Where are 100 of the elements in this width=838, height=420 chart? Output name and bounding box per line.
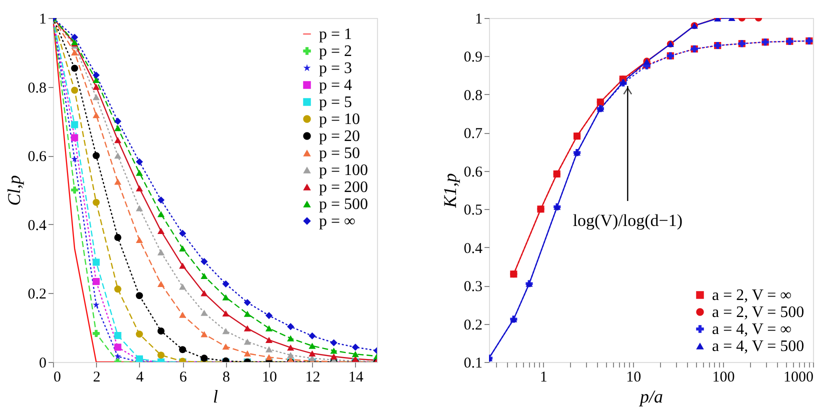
point bbox=[114, 344, 122, 351]
point bbox=[71, 86, 78, 94]
point bbox=[157, 196, 165, 204]
point bbox=[222, 343, 230, 350]
legend-label: p = 50 bbox=[319, 145, 360, 162]
point bbox=[222, 280, 230, 288]
point bbox=[244, 338, 251, 345]
point bbox=[157, 249, 165, 256]
annotation: log(V)/log(d−1) bbox=[572, 210, 683, 230]
point bbox=[92, 72, 100, 79]
point bbox=[71, 134, 78, 142]
x-tick-label: 14 bbox=[348, 370, 364, 386]
legend-label: p = 5 bbox=[319, 94, 352, 111]
y-tick-label: 0.2 bbox=[28, 286, 46, 303]
legend-label: p = 500 bbox=[319, 196, 368, 213]
point bbox=[287, 323, 294, 330]
point bbox=[114, 352, 122, 360]
legend-label: p = 4 bbox=[319, 77, 352, 94]
point bbox=[114, 332, 122, 340]
y-axis-title: Cl,p bbox=[4, 175, 24, 206]
x-tick-label: 8 bbox=[222, 370, 230, 386]
point bbox=[92, 301, 100, 308]
x-tick-label: 12 bbox=[305, 370, 320, 386]
y-tick-label: 0.6 bbox=[464, 164, 483, 180]
point bbox=[200, 290, 208, 296]
y-tick-label: 0.6 bbox=[28, 149, 47, 166]
point bbox=[71, 121, 78, 128]
point bbox=[179, 284, 186, 290]
point bbox=[287, 352, 294, 358]
point bbox=[114, 152, 122, 159]
point bbox=[200, 354, 208, 362]
y-tick-label: 0.5 bbox=[464, 202, 482, 219]
point bbox=[71, 49, 78, 56]
point bbox=[114, 286, 122, 293]
x-tick-label: 0 bbox=[54, 370, 61, 386]
point bbox=[352, 351, 359, 358]
x-tick-label: 100 bbox=[712, 370, 735, 386]
legend-label: p = 2 bbox=[319, 43, 352, 60]
point bbox=[71, 156, 78, 162]
x-tick-label: 2 bbox=[92, 370, 100, 386]
point bbox=[287, 335, 294, 342]
point bbox=[92, 112, 100, 118]
point bbox=[92, 258, 100, 266]
y-tick-label: 0.8 bbox=[28, 80, 46, 96]
y-tick-label: 0.4 bbox=[28, 218, 47, 234]
x-axis-title: l bbox=[212, 386, 218, 406]
point bbox=[265, 325, 273, 332]
point bbox=[179, 230, 186, 237]
x-tick-label: 10 bbox=[626, 370, 642, 386]
y-tick-label: 1 bbox=[475, 12, 482, 28]
point bbox=[200, 258, 208, 266]
point bbox=[92, 84, 100, 90]
y-tick-label: 0.3 bbox=[464, 279, 482, 296]
point bbox=[244, 310, 251, 317]
y-tick-label: 1 bbox=[39, 12, 46, 28]
legend-label: p = 200 bbox=[319, 179, 368, 196]
point bbox=[136, 205, 143, 212]
point bbox=[179, 312, 186, 318]
legend-label: p = 3 bbox=[319, 60, 352, 77]
point bbox=[92, 152, 100, 160]
y-tick-label: 0.7 bbox=[464, 126, 483, 142]
legend-label: a = 2, V = 500 bbox=[712, 304, 804, 321]
point bbox=[179, 346, 186, 354]
point bbox=[244, 325, 251, 332]
point bbox=[265, 312, 273, 320]
point bbox=[157, 328, 165, 335]
point bbox=[136, 292, 143, 300]
point bbox=[179, 245, 186, 252]
legend-label: p = 100 bbox=[319, 162, 368, 179]
point bbox=[92, 278, 100, 286]
point bbox=[308, 342, 316, 349]
point bbox=[114, 125, 122, 132]
point bbox=[92, 198, 100, 206]
legend-label: p = 10 bbox=[319, 111, 360, 128]
y-tick-label: 0 bbox=[39, 356, 46, 372]
y-axis-title: K1,p bbox=[440, 173, 460, 209]
y-tick-label: 0.8 bbox=[464, 88, 482, 104]
point bbox=[244, 298, 251, 306]
point bbox=[222, 328, 230, 334]
point bbox=[265, 346, 273, 352]
point bbox=[136, 170, 143, 176]
point bbox=[157, 352, 165, 359]
x-tick-label: 4 bbox=[136, 370, 144, 386]
y-tick-label: 0.1 bbox=[464, 356, 482, 372]
point bbox=[330, 339, 338, 346]
point bbox=[330, 353, 338, 360]
point bbox=[157, 280, 165, 287]
point bbox=[330, 348, 338, 354]
point bbox=[136, 236, 143, 243]
x-tick-label: 6 bbox=[179, 370, 188, 386]
point bbox=[308, 332, 316, 340]
point bbox=[157, 211, 165, 218]
x-axis-title: p/a bbox=[638, 386, 664, 406]
point bbox=[92, 330, 100, 337]
point bbox=[265, 336, 273, 344]
point bbox=[136, 185, 143, 192]
legend-label: p = 20 bbox=[319, 128, 360, 145]
legend-label: a = 4, V = ∞ bbox=[712, 321, 792, 338]
point bbox=[136, 330, 143, 338]
point bbox=[92, 76, 100, 83]
